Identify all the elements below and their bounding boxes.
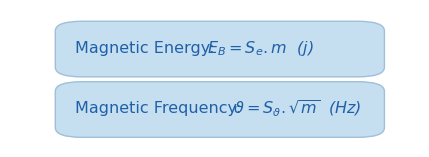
FancyBboxPatch shape (55, 21, 384, 77)
Text: $E_{B} = S_{e}.m$  (j): $E_{B} = S_{e}.m$ (j) (207, 39, 313, 58)
Text: $\vartheta = S_{\vartheta}.\sqrt{m}$  (Hz): $\vartheta = S_{\vartheta}.\sqrt{m}$ (Hz… (233, 99, 362, 119)
Text: Magnetic Frequency:: Magnetic Frequency: (75, 101, 242, 116)
Text: Magnetic Energy:: Magnetic Energy: (75, 41, 215, 56)
FancyBboxPatch shape (55, 82, 384, 137)
